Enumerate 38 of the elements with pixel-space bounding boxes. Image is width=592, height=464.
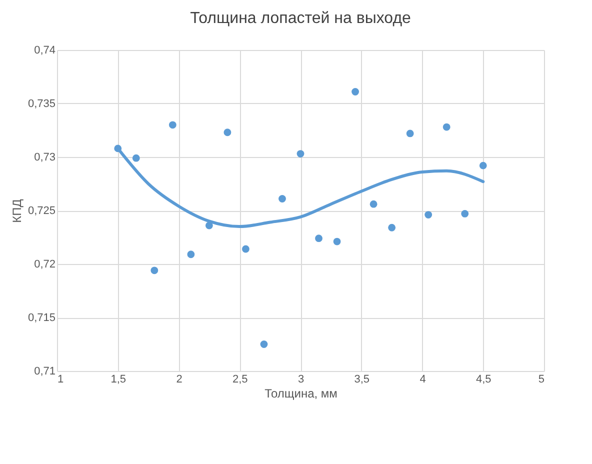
x-tick-label: 2,5 — [232, 374, 248, 386]
y-tick-label: 0,715 — [28, 312, 56, 324]
point — [370, 200, 378, 208]
y-tick-label: 0,73 — [34, 152, 56, 164]
point — [406, 130, 414, 138]
y-tick-label: 0,74 — [34, 44, 56, 56]
x-tick-label: 4,5 — [476, 374, 492, 386]
y-axis-title: КПД — [10, 199, 24, 223]
point — [168, 121, 176, 129]
point — [388, 224, 396, 232]
y-tick-label: 0,725 — [28, 205, 56, 217]
point — [315, 234, 322, 242]
x-tick-label: 3,5 — [354, 374, 370, 386]
point — [352, 88, 359, 96]
point — [333, 238, 341, 246]
point — [242, 245, 250, 253]
y-tick-label: 0,71 — [34, 366, 56, 378]
x-tick-label: 4 — [420, 374, 426, 386]
point — [442, 123, 450, 131]
point — [187, 250, 195, 258]
point — [461, 210, 469, 218]
point — [424, 211, 432, 218]
x-tick-label: 1 — [58, 374, 64, 386]
x-axis-title: Толщина, мм — [264, 386, 338, 400]
x-tick-label: 1,5 — [110, 374, 126, 386]
x-tick-label: 3 — [298, 374, 304, 386]
point — [132, 154, 140, 162]
point — [224, 128, 232, 136]
chart-title: Толщина лопастей на выходе — [190, 10, 412, 27]
point — [479, 162, 487, 170]
y-tick-label: 0,735 — [28, 98, 56, 110]
point — [150, 266, 158, 274]
x-tick-label: 2 — [176, 374, 182, 386]
point — [260, 340, 268, 348]
y-tick-label: 0,72 — [34, 258, 56, 270]
point — [278, 195, 286, 202]
x-tick-label: 5 — [538, 374, 544, 386]
point — [296, 150, 304, 158]
